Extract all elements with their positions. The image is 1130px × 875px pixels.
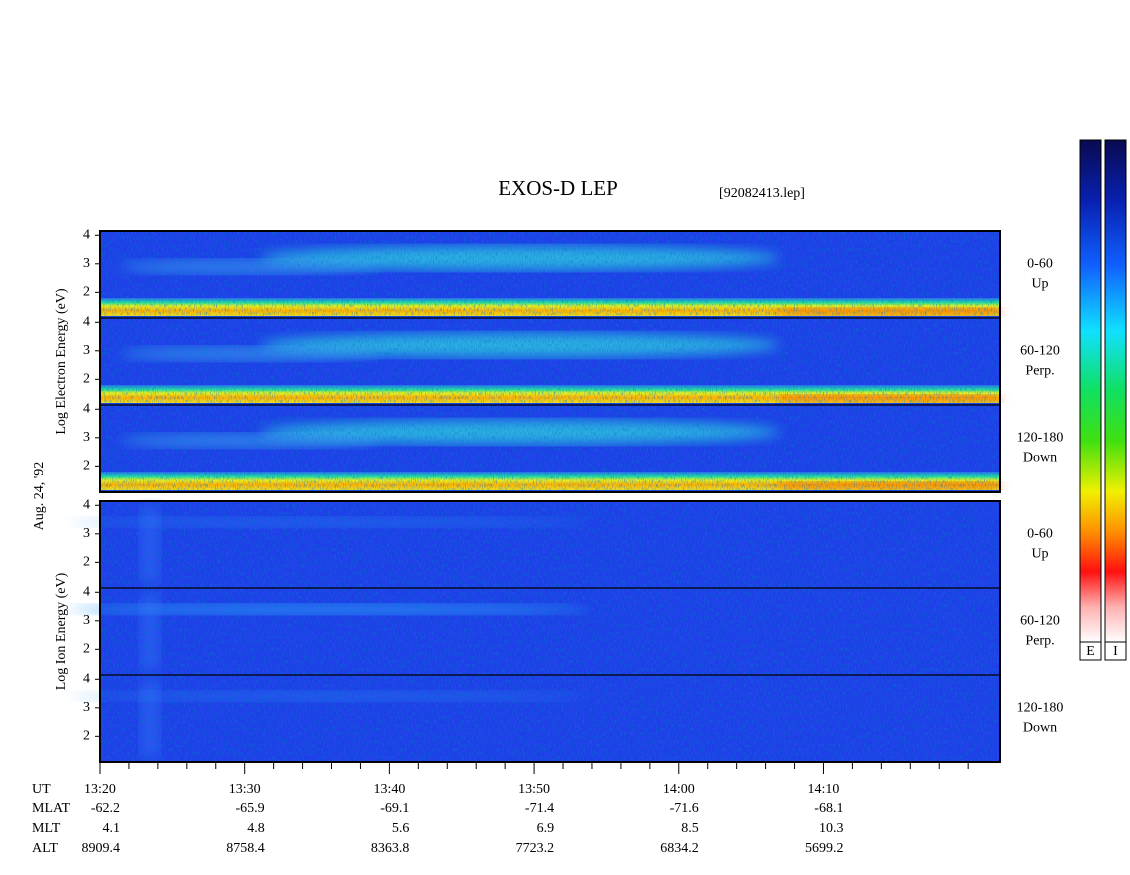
ephemeris-value: 7723.2 bbox=[516, 841, 555, 856]
title: EXOS-D LEP bbox=[498, 176, 618, 200]
x-tick-label: 13:20 bbox=[84, 782, 116, 797]
noise bbox=[100, 318, 1000, 405]
y-tick-label: 4 bbox=[83, 227, 90, 242]
time-axis-name: UT bbox=[32, 782, 51, 797]
ephemeris-value: -71.4 bbox=[525, 801, 554, 816]
ephemeris-value: 8.5 bbox=[681, 821, 699, 836]
color-bar-label-box bbox=[1079, 641, 1102, 661]
pitch-direction: Up bbox=[1031, 547, 1048, 562]
ephemeris-name: MLT bbox=[32, 821, 61, 836]
y-tick-label: 3 bbox=[83, 700, 90, 715]
y-tick-label: 2 bbox=[83, 642, 90, 657]
x-tick-label: 14:10 bbox=[808, 782, 840, 797]
date-label: Aug. 24, '92 bbox=[32, 462, 47, 531]
group-label: Log Ion Energy (eV) bbox=[54, 572, 69, 690]
color-bar bbox=[1104, 139, 1127, 643]
x-tick-label: 13:40 bbox=[373, 782, 405, 797]
file-name: [92082413.lep] bbox=[719, 186, 805, 201]
color-bar bbox=[1079, 139, 1102, 643]
y-tick-label: 4 bbox=[83, 671, 90, 686]
ephemeris-value: 8758.4 bbox=[226, 841, 265, 856]
y-tick-label: 3 bbox=[83, 343, 90, 358]
pitch-range: 60-120 bbox=[1020, 614, 1060, 629]
ephemeris-value: 4.1 bbox=[103, 821, 121, 836]
ephemeris-name: MLAT bbox=[32, 801, 71, 816]
ephemeris-value: -69.1 bbox=[380, 801, 409, 816]
ephemeris-value: -71.6 bbox=[670, 801, 699, 816]
y-tick-label: 4 bbox=[83, 584, 90, 599]
noise bbox=[100, 588, 1000, 675]
ephemeris-value: 10.3 bbox=[819, 821, 844, 836]
ephemeris-value: -68.1 bbox=[814, 801, 843, 816]
y-tick-label: 4 bbox=[83, 401, 90, 416]
ephemeris-value: 5.6 bbox=[392, 821, 410, 836]
panel-group: 2 3 4 0-60 Up 2 3 4 60-120 Perp. 2 3 4 120-180 Down Log… bbox=[54, 227, 1064, 493]
panel-group: 2 3 4 0-60 Up 2 3 4 60-120 Perp. 2 3 4 120-180 Down Log… bbox=[54, 497, 1064, 763]
y-tick-label: 4 bbox=[83, 497, 90, 512]
ephemeris-value: 8363.8 bbox=[371, 841, 410, 856]
y-tick-label: 2 bbox=[83, 459, 90, 474]
x-tick-label: 13:50 bbox=[518, 782, 550, 797]
x-tick-label: 14:00 bbox=[663, 782, 695, 797]
pitch-direction: Down bbox=[1023, 721, 1057, 736]
ephemeris-value: 5699.2 bbox=[805, 841, 844, 856]
noise bbox=[100, 501, 1000, 588]
noise bbox=[100, 675, 1000, 762]
pitch-range: 60-120 bbox=[1020, 344, 1060, 359]
ephemeris-name: ALT bbox=[32, 841, 58, 856]
y-tick-label: 4 bbox=[83, 314, 90, 329]
y-tick-label: 2 bbox=[83, 729, 90, 744]
ephemeris-value: 4.8 bbox=[247, 821, 265, 836]
pitch-range: 120-180 bbox=[1017, 701, 1064, 716]
ephemeris-value: -62.2 bbox=[91, 801, 120, 816]
y-tick-label: 3 bbox=[83, 256, 90, 271]
y-tick-label: 3 bbox=[83, 526, 90, 541]
pitch-direction: Up bbox=[1031, 277, 1048, 292]
ephemeris-value: 8909.4 bbox=[82, 841, 121, 856]
y-tick-label: 3 bbox=[83, 613, 90, 628]
color-bar-label: E bbox=[1086, 644, 1095, 659]
color-bar-label-box bbox=[1104, 641, 1127, 661]
pitch-direction: Down bbox=[1023, 451, 1057, 466]
y-tick-label: 2 bbox=[83, 555, 90, 570]
y-tick-label: 2 bbox=[83, 372, 90, 387]
group-label: Log Electron Energy (eV) bbox=[54, 288, 69, 435]
ephemeris-value: 6.9 bbox=[537, 821, 555, 836]
pitch-range: 0-60 bbox=[1027, 257, 1053, 272]
pitch-range: 0-60 bbox=[1027, 527, 1053, 542]
x-tick-label: 13:30 bbox=[229, 782, 261, 797]
y-tick-label: 3 bbox=[83, 430, 90, 445]
noise bbox=[100, 231, 1000, 318]
noise bbox=[100, 405, 1000, 492]
panel-frame bbox=[99, 230, 1001, 493]
color-bar-label: I bbox=[1113, 644, 1118, 659]
pitch-direction: Perp. bbox=[1025, 364, 1054, 379]
pitch-range: 120-180 bbox=[1017, 431, 1064, 446]
ephemeris-value: -65.9 bbox=[236, 801, 265, 816]
pitch-direction: Perp. bbox=[1025, 634, 1054, 649]
y-tick-label: 2 bbox=[83, 285, 90, 300]
ephemeris-value: 6834.2 bbox=[660, 841, 699, 856]
